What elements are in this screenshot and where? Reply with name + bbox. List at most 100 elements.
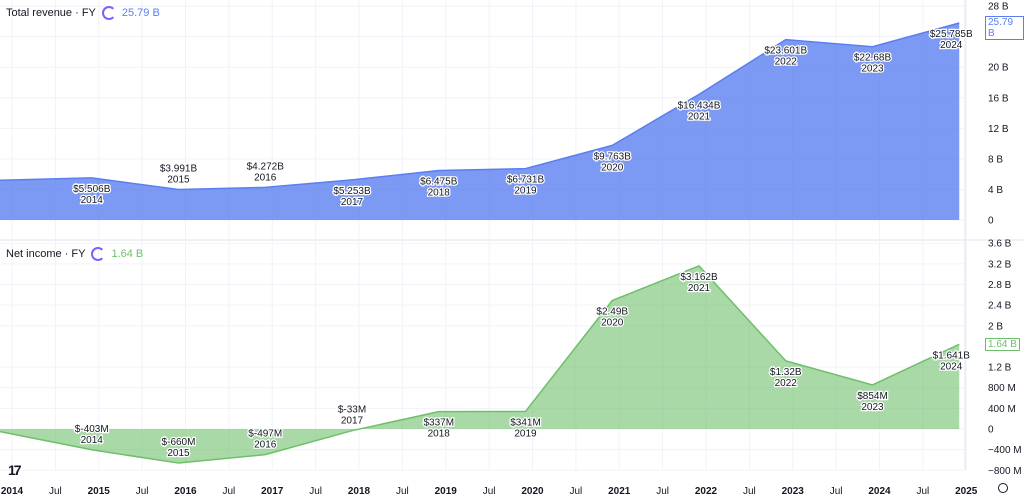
data-label-value: $9.763B (594, 151, 632, 162)
data-label-year: 2014 (81, 195, 104, 206)
data-label-value: $2.49B (596, 307, 628, 318)
data-label-year: 2023 (861, 402, 884, 413)
y-tick-label: 0 (988, 425, 994, 436)
x-tick-label: 2023 (782, 486, 805, 497)
y-tick-label: 400 M (988, 404, 1016, 415)
data-label-year: 2017 (341, 416, 364, 427)
net-income-area (0, 265, 960, 464)
x-tick-label: 2020 (521, 486, 544, 497)
data-label-year: 2019 (514, 428, 537, 439)
x-tick-label: 2018 (348, 486, 371, 497)
revenue-value: 25.79 B (121, 7, 160, 19)
net-income-legend: Net income · FY 1.64 B (6, 247, 143, 261)
data-label-year: 2021 (688, 283, 711, 294)
y-tick-label: 8 B (988, 154, 1003, 165)
y-tick-label: 28 B (988, 2, 1009, 13)
data-label-value: $5.253B (333, 186, 371, 197)
data-label-year: 2019 (514, 186, 537, 197)
data-label-value: $4.272B (247, 161, 285, 172)
refresh-icon[interactable] (91, 247, 106, 261)
y-tick-label: 2.8 B (988, 280, 1012, 291)
y-tick-label: 800 M (988, 383, 1016, 394)
x-tick-label: 2014 (1, 486, 24, 497)
refresh-icon[interactable] (101, 6, 116, 20)
data-label-value: $341M (510, 417, 541, 428)
y-tick-label: 0 (988, 216, 994, 227)
data-label-year: 2016 (254, 172, 277, 183)
data-label-value: $22.68B (854, 53, 892, 64)
y-tick-label: 2 B (988, 321, 1003, 332)
revenue-legend: Total revenue · FY 25.79 B (6, 6, 160, 20)
data-label-year: 2023 (861, 64, 884, 75)
x-tick-label: 2025 (955, 486, 978, 497)
revenue-title: Total revenue · FY (6, 7, 96, 19)
y-tick-label: 16 B (988, 93, 1009, 104)
data-label-value: $-403M (75, 424, 109, 435)
data-label-year: 2015 (167, 448, 190, 459)
revenue-area (0, 23, 960, 221)
y-tick-label: −400 M (988, 445, 1022, 456)
data-label-value: $6.475B (420, 177, 458, 188)
y-tick-label: −800 M (988, 466, 1022, 477)
net-income-value: 1.64 B (111, 248, 144, 260)
net-income-last-value-badge: 1.64 B (985, 338, 1020, 351)
x-tick-label: 2017 (261, 486, 284, 497)
data-label-year: 2015 (167, 175, 190, 186)
y-tick-label: 2.4 B (988, 301, 1012, 312)
y-tick-label: 4 B (988, 185, 1003, 196)
data-label-value: $6.731B (507, 175, 545, 186)
data-label-year: 2020 (601, 318, 624, 329)
data-label-value: $337M (423, 418, 454, 429)
data-label-year: 2022 (775, 378, 798, 389)
data-label-value: $16.434B (678, 100, 721, 111)
x-tick-label: Jul (136, 486, 149, 497)
data-label-value: $1.641B (933, 350, 971, 361)
net-income-title: Net income · FY (6, 248, 86, 260)
data-label-value: $-660M (162, 437, 196, 448)
x-tick-label: Jul (309, 486, 322, 497)
data-label-value: $23.601B (764, 46, 807, 57)
x-tick-label: 2022 (695, 486, 718, 497)
data-label-value: $3.162B (680, 272, 718, 283)
data-label-year: 2024 (940, 361, 963, 372)
revenue-line (0, 22, 960, 191)
data-label-value: $5.506B (73, 184, 111, 195)
data-label-value: $-497M (248, 429, 282, 440)
tradingview-logo[interactable]: 17 (8, 462, 22, 478)
x-tick-label: Jul (222, 486, 235, 497)
x-tick-label: Jul (830, 486, 843, 497)
x-tick-label: Jul (569, 486, 582, 497)
x-tick-label: Jul (743, 486, 756, 497)
y-tick-label: 1.2 B (988, 363, 1012, 374)
data-label-value: $854M (857, 391, 888, 402)
x-tick-label: Jul (656, 486, 669, 497)
data-label-value: $-33M (338, 405, 366, 416)
x-tick-label: Jul (916, 486, 929, 497)
revenue-last-value-badge: 25.79 B (985, 16, 1024, 40)
y-tick-label: 20 B (988, 63, 1009, 74)
data-label-year: 2017 (341, 197, 364, 208)
net-income-line (0, 264, 960, 464)
x-tick-label: Jul (396, 486, 409, 497)
data-label-year: 2022 (775, 57, 798, 68)
data-label-year: 2018 (428, 429, 451, 440)
data-label-value: $25.785B (930, 29, 973, 40)
x-tick-label: Jul (49, 486, 62, 497)
y-tick-label: 3.2 B (988, 259, 1012, 270)
y-tick-label: 12 B (988, 124, 1009, 135)
x-tick-label: 2015 (88, 486, 111, 497)
data-label-year: 2014 (81, 435, 104, 446)
x-tick-label: Jul (483, 486, 496, 497)
x-tick-label: 2019 (435, 486, 458, 497)
settings-icon[interactable] (998, 483, 1008, 493)
x-tick-label: 2021 (608, 486, 631, 497)
data-label-year: 2024 (940, 40, 963, 51)
data-label-year: 2016 (254, 440, 277, 451)
data-label-year: 2021 (688, 111, 711, 122)
y-tick-label: 3.6 B (988, 239, 1012, 250)
data-label-value: $1.32B (770, 367, 802, 378)
x-tick-label: 2016 (174, 486, 197, 497)
data-label-year: 2020 (601, 162, 624, 173)
data-label-value: $3.991B (160, 164, 198, 175)
